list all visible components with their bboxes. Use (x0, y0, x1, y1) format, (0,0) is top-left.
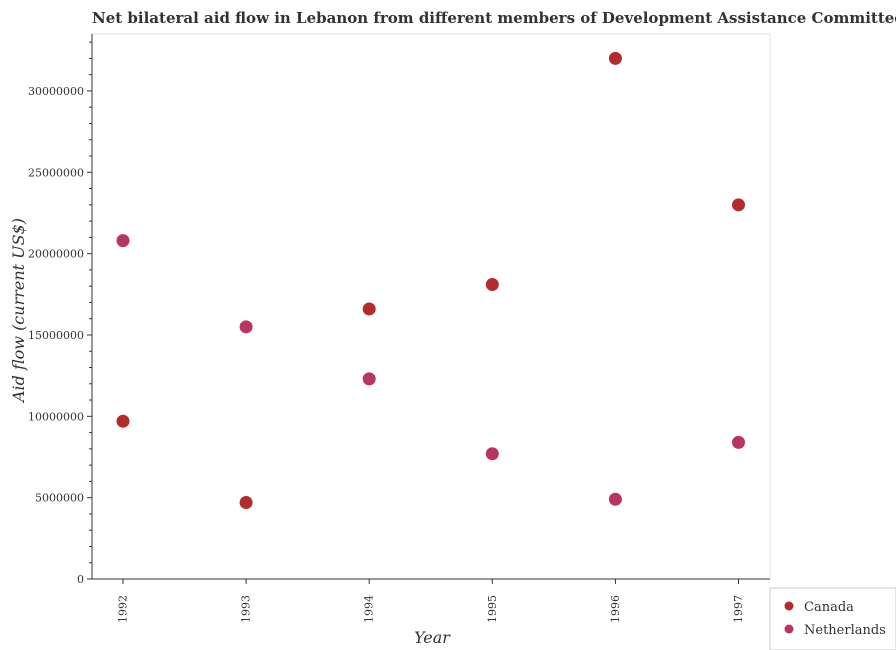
point-canada (485, 278, 499, 292)
chart-title: Net bilateral aid flow in Lebanon from d… (92, 9, 896, 27)
x-tick-label: 1993 (240, 595, 253, 623)
point-canada (239, 496, 253, 510)
x-axis-label: Year (414, 628, 451, 647)
y-tick-label: 20000000 (28, 248, 84, 261)
point-canada (116, 414, 130, 428)
legend-box (769, 587, 896, 650)
legend-label-canada: Canada (804, 600, 854, 615)
legend-marker-canada (784, 601, 794, 611)
point-canada (608, 51, 622, 65)
x-tick-label: 1996 (609, 595, 622, 623)
y-tick-label: 30000000 (28, 85, 84, 98)
point-netherlands (732, 435, 745, 449)
y-tick-label: 25000000 (28, 166, 84, 179)
legend: Canada Netherlands (769, 587, 896, 650)
point-netherlands (608, 492, 622, 506)
y-ticks: 0 5000000 10000000 15000000 20000000 25000000… (28, 41, 92, 586)
point-netherlands (362, 372, 376, 386)
plot-area (91, 33, 771, 580)
x-tick-label: 1992 (117, 595, 130, 623)
x-tick-label: 1997 (732, 595, 745, 623)
y-tick-label: 10000000 (28, 410, 84, 423)
x-tick-label: 1995 (486, 595, 499, 623)
x-tick-label: 1994 (363, 595, 376, 623)
legend-label-netherlands: Netherlands (804, 623, 886, 638)
point-canada (362, 302, 376, 316)
x-ticks: 1992 1993 1994 1995 1996 1997 (117, 579, 745, 623)
point-netherlands (239, 320, 253, 334)
data-points (116, 51, 745, 510)
y-tick-label: 0 (77, 573, 84, 586)
point-netherlands (116, 234, 130, 248)
y-tick-label: 5000000 (35, 492, 84, 505)
point-canada (732, 198, 745, 212)
y-axis-label: Aid flow (current US$) (9, 218, 28, 404)
y-tick-label: 15000000 (28, 329, 84, 342)
legend-marker-netherlands (784, 624, 794, 634)
point-netherlands (485, 447, 499, 461)
